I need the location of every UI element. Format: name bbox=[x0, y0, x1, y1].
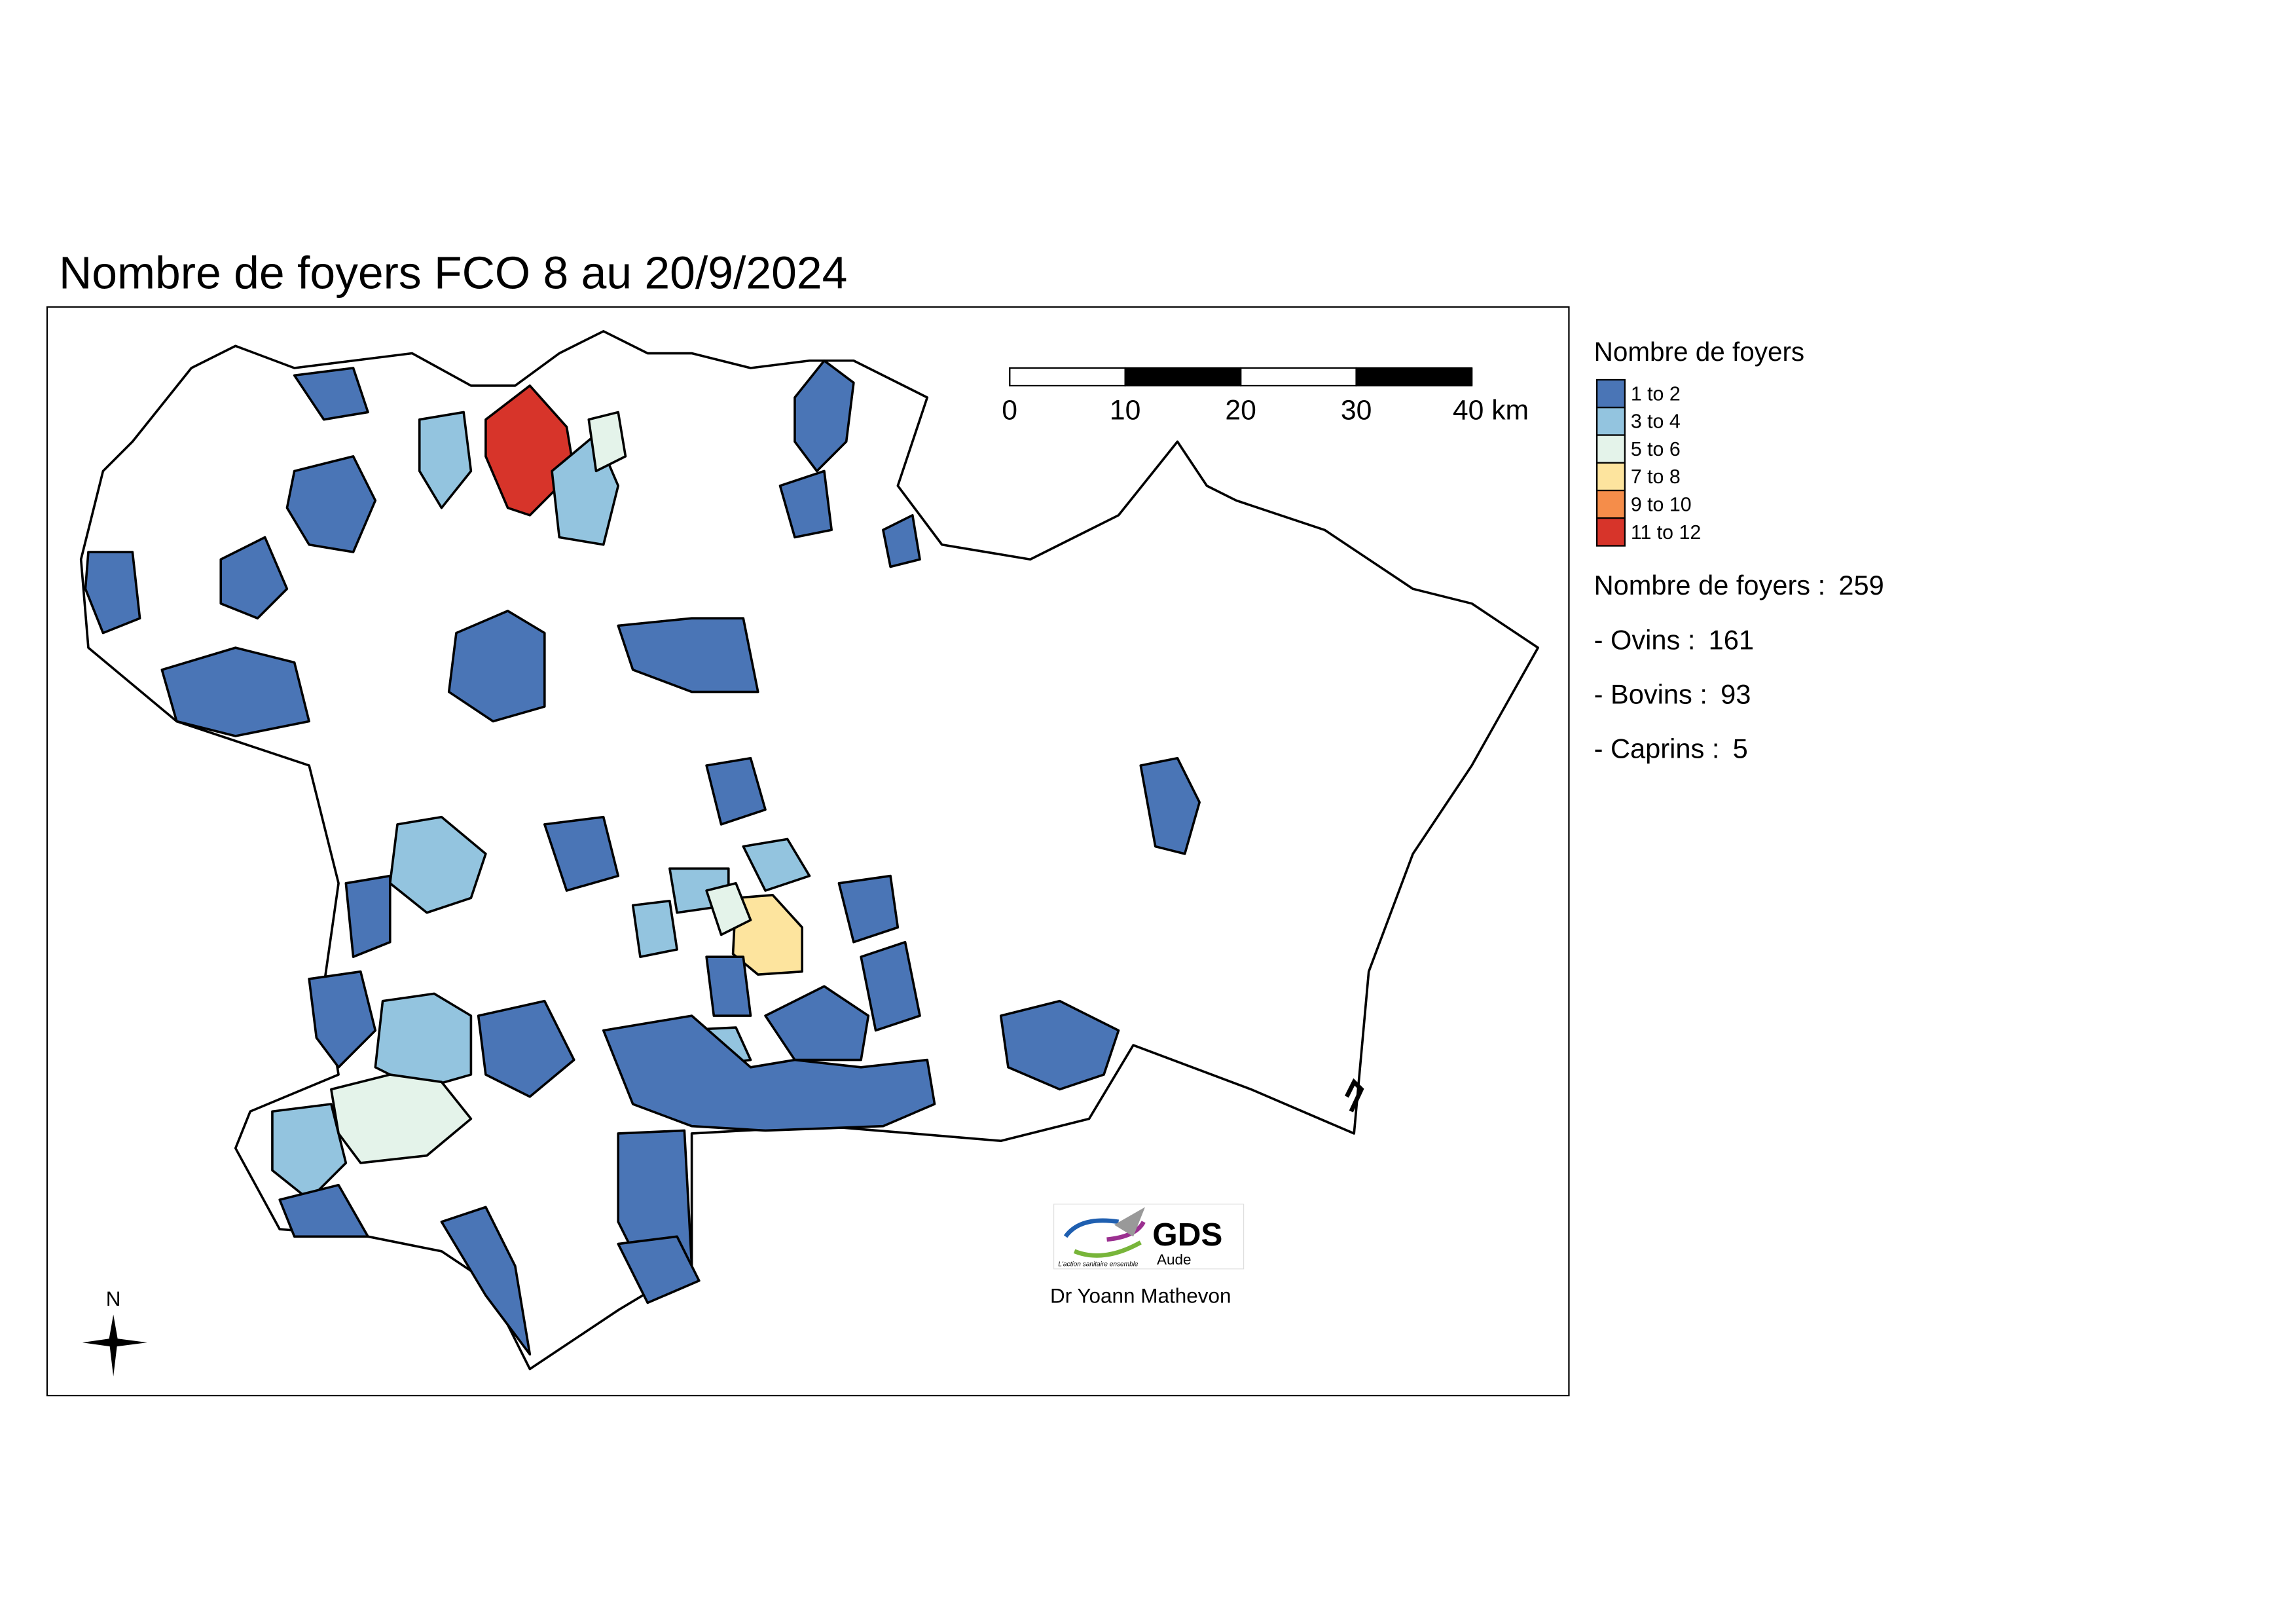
scale-segment bbox=[1124, 367, 1242, 387]
commune bbox=[543, 815, 620, 892]
commune bbox=[882, 514, 921, 568]
commune bbox=[631, 899, 678, 959]
commune bbox=[617, 617, 759, 693]
stat-line: - Bovins : 93 bbox=[1594, 679, 1751, 710]
scale-segment bbox=[1009, 367, 1126, 387]
logo-name: GDS bbox=[1152, 1217, 1222, 1253]
scale-label: 0 bbox=[1002, 395, 1017, 426]
scale-segment bbox=[1240, 367, 1357, 387]
commune bbox=[330, 1073, 473, 1164]
legend-label: 1 to 2 bbox=[1631, 383, 1681, 405]
stat-label: - Bovins : bbox=[1594, 679, 1707, 710]
stat-value: 161 bbox=[1709, 624, 1754, 655]
commune bbox=[308, 970, 377, 1069]
north-label: N bbox=[106, 1287, 121, 1310]
logo: GDS Aude L'action sanitaire ensemble bbox=[1053, 1204, 1245, 1270]
legend-swatch bbox=[1596, 434, 1626, 464]
north-arrow-horizontal bbox=[82, 1338, 147, 1347]
scale-label: 20 bbox=[1225, 395, 1256, 426]
commune bbox=[271, 1103, 348, 1201]
legend-label: 9 to 10 bbox=[1631, 494, 1692, 516]
commune bbox=[705, 882, 752, 936]
logo-arrow bbox=[1114, 1207, 1146, 1237]
commune bbox=[84, 551, 141, 635]
legend-label: 11 to 12 bbox=[1631, 522, 1701, 544]
commune bbox=[764, 985, 870, 1061]
stat-line: Nombre de foyers : 259 bbox=[1594, 570, 1884, 600]
legend-swatch bbox=[1596, 462, 1626, 492]
logo-sub: Aude bbox=[1157, 1251, 1191, 1268]
commune bbox=[278, 1183, 369, 1238]
stats: Nombre de foyers :259- Ovins :161- Bovin… bbox=[1594, 570, 1884, 764]
commune bbox=[860, 940, 921, 1032]
commune bbox=[285, 455, 377, 553]
commune bbox=[484, 384, 575, 517]
scale-bar: 0 10 20 30 40 km bbox=[1002, 367, 1529, 426]
commune bbox=[160, 646, 310, 737]
stat-line: - Ovins : 161 bbox=[1594, 624, 1754, 655]
commune bbox=[837, 874, 900, 944]
logo-swoosh bbox=[1063, 1218, 1120, 1238]
stat-value: 5 bbox=[1733, 733, 1748, 764]
commune bbox=[617, 1235, 701, 1304]
commune bbox=[418, 411, 473, 509]
commune bbox=[1139, 756, 1201, 855]
logo-swoosh bbox=[1073, 1240, 1142, 1258]
commune bbox=[731, 893, 804, 976]
legend-swatch bbox=[1596, 517, 1626, 547]
logo-box bbox=[1053, 1204, 1245, 1270]
north-arrow: N bbox=[82, 1287, 147, 1376]
scale-label: 40 km bbox=[1453, 395, 1529, 426]
stat-label: Nombre de foyers : bbox=[1594, 570, 1826, 600]
commune bbox=[219, 536, 289, 619]
legend-label: 3 to 4 bbox=[1631, 411, 1681, 433]
commune bbox=[742, 838, 811, 892]
stat-line: - Caprins : 5 bbox=[1594, 733, 1748, 764]
stat-value: 93 bbox=[1721, 679, 1751, 710]
commune bbox=[705, 756, 767, 826]
scale-label: 30 bbox=[1341, 395, 1372, 426]
legend-label: 7 to 8 bbox=[1631, 466, 1681, 488]
coast-detail bbox=[1344, 1078, 1364, 1113]
stat-label: - Caprins : bbox=[1594, 733, 1720, 764]
scale-label: 10 bbox=[1110, 395, 1140, 426]
commune bbox=[344, 874, 392, 959]
map-frame bbox=[46, 306, 1570, 1397]
communes bbox=[84, 359, 1201, 1356]
commune bbox=[602, 1014, 936, 1132]
legend: Nombre de foyers 1 to 2 3 to 4 5 to 6 7 to … bbox=[1594, 337, 1805, 547]
commune bbox=[705, 955, 752, 1017]
scale-segment bbox=[1355, 367, 1473, 387]
stat-label: - Ovins : bbox=[1594, 624, 1696, 655]
title: Nombre de foyers FCO 8 au 20/9/2024 bbox=[59, 248, 847, 299]
commune bbox=[447, 610, 546, 723]
commune bbox=[793, 359, 855, 473]
commune bbox=[999, 999, 1120, 1091]
legend-swatch bbox=[1596, 407, 1626, 436]
commune bbox=[778, 470, 833, 539]
legend-items: 1 to 2 3 to 4 5 to 6 7 to 8 9 to 10 11 to 12 bbox=[1596, 378, 1701, 547]
commune bbox=[440, 1206, 532, 1356]
author: Dr Yoann Mathevon bbox=[1050, 1284, 1231, 1307]
commune bbox=[293, 367, 369, 421]
legend-swatch bbox=[1596, 378, 1626, 409]
legend-swatch bbox=[1596, 489, 1626, 519]
commune bbox=[587, 411, 627, 473]
logo-tagline: L'action sanitaire ensemble bbox=[1058, 1261, 1139, 1268]
legend-title: Nombre de foyers bbox=[1594, 337, 1805, 367]
commune bbox=[374, 992, 473, 1091]
stat-value: 259 bbox=[1838, 570, 1884, 600]
department-map bbox=[79, 330, 1540, 1371]
commune bbox=[477, 999, 575, 1098]
legend-label: 5 to 6 bbox=[1631, 439, 1681, 460]
